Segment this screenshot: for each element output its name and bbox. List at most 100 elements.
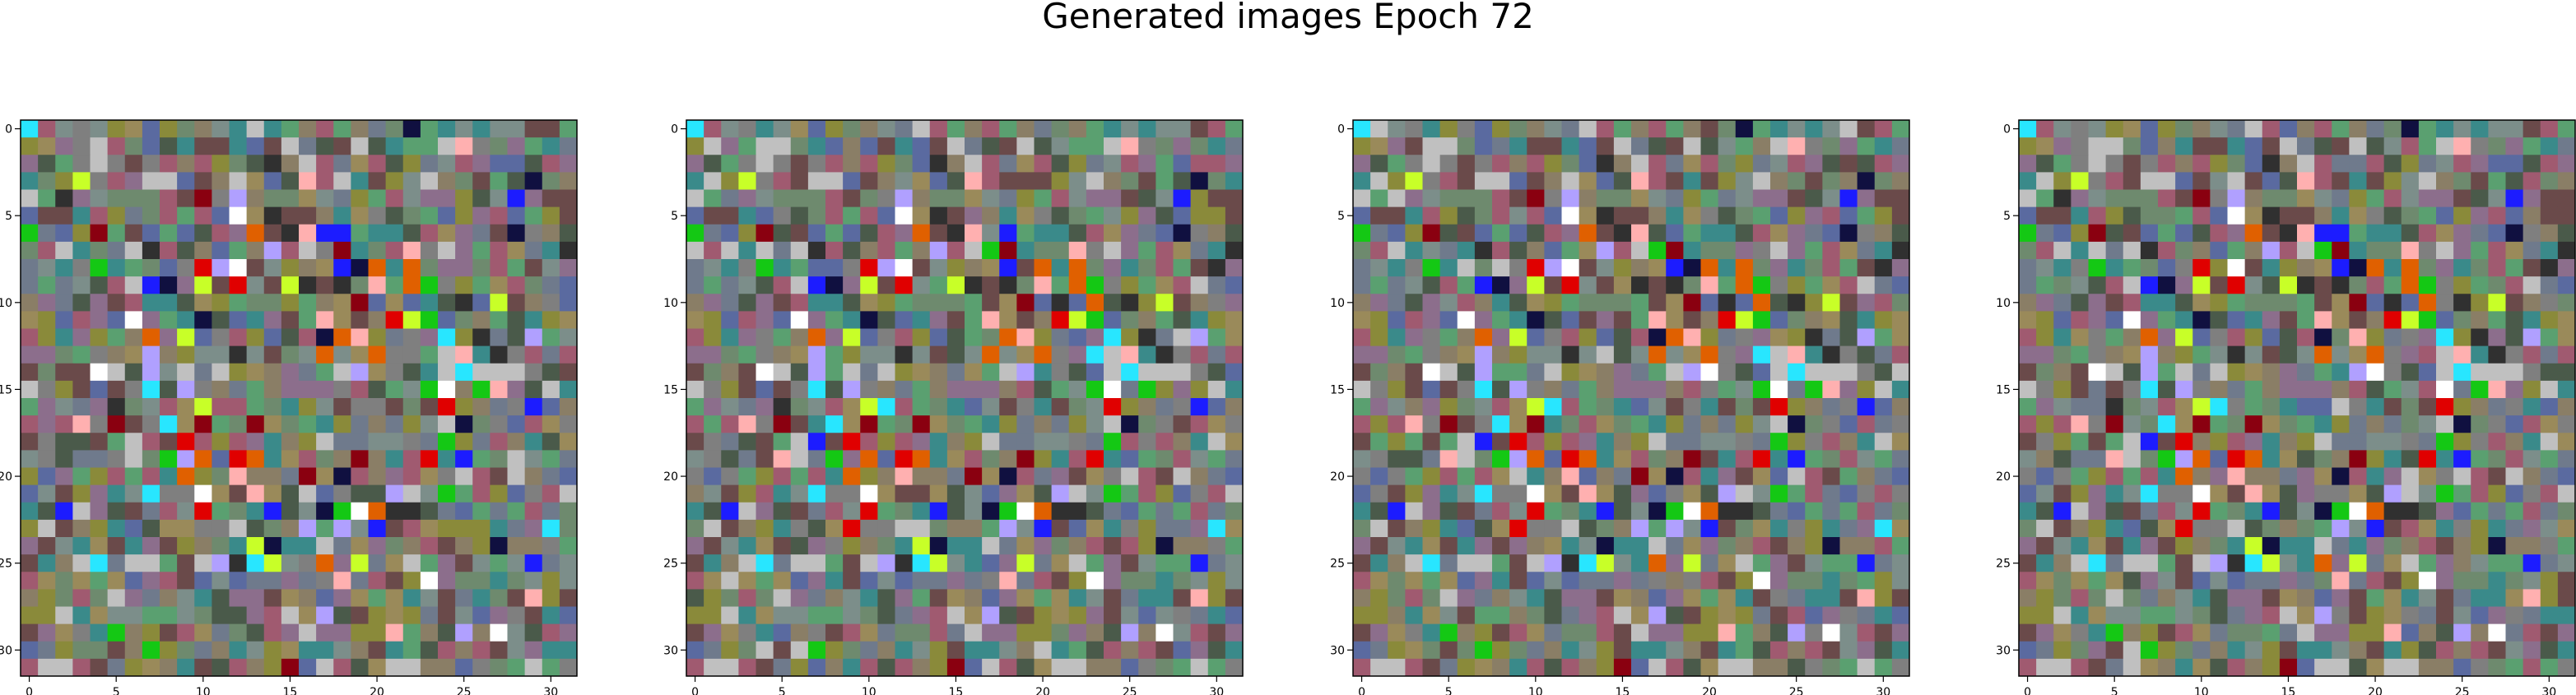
pixel <box>160 206 178 225</box>
pixel <box>229 294 248 312</box>
pixel <box>1805 589 1823 607</box>
pixel <box>1422 189 1441 208</box>
pixel <box>1016 241 1035 260</box>
pixel <box>1752 572 1771 590</box>
pixel <box>177 241 195 260</box>
pixel <box>1509 311 1527 329</box>
pixel <box>2019 398 2037 416</box>
pixel <box>2140 294 2159 312</box>
pixel <box>1353 172 1371 190</box>
pixel <box>1474 415 1493 433</box>
pixel <box>1370 606 1388 625</box>
pixel <box>1683 311 1701 329</box>
pixel <box>368 172 387 190</box>
pixel <box>704 241 722 260</box>
pixel <box>1579 554 1597 572</box>
pixel <box>2105 537 2124 555</box>
pixel <box>2192 294 2211 312</box>
pixel <box>721 328 739 347</box>
pixel <box>2314 589 2332 607</box>
pixel <box>2105 276 2124 294</box>
pixel <box>1874 537 1893 555</box>
pixel <box>1770 433 1788 451</box>
pixel <box>1648 380 1667 399</box>
pixel <box>1874 120 1893 138</box>
pixel <box>72 120 91 138</box>
pixel <box>2244 589 2263 607</box>
pixel <box>1891 189 1910 208</box>
pixel <box>351 623 369 642</box>
pixel <box>542 206 560 225</box>
pixel <box>895 606 914 625</box>
pixel <box>351 433 369 451</box>
pixel <box>1857 276 1876 294</box>
pixel <box>1353 641 1371 660</box>
pixel <box>807 502 826 521</box>
pixel <box>299 345 317 364</box>
pixel <box>790 537 809 555</box>
pixel <box>1388 502 1406 521</box>
pixel <box>912 433 931 451</box>
pixel <box>72 311 91 329</box>
pixel <box>965 224 983 243</box>
pixel <box>1561 623 1580 642</box>
pixel <box>472 363 491 382</box>
pixel <box>999 172 1017 190</box>
pixel <box>490 172 508 190</box>
x-tick-label: 20 <box>370 686 384 695</box>
pixel <box>385 502 404 521</box>
pixel <box>1474 658 1493 677</box>
pixel <box>263 189 282 208</box>
pixel <box>1121 450 1139 468</box>
pixel <box>2349 345 2367 364</box>
pixel <box>895 137 914 155</box>
pixel <box>2088 311 2107 329</box>
pixel <box>1155 224 1174 243</box>
pixel <box>2314 641 2332 660</box>
pixel <box>542 589 560 607</box>
pixel <box>2418 345 2437 364</box>
pixel <box>999 259 1017 277</box>
pixel <box>2192 502 2211 521</box>
pixel <box>1874 415 1893 433</box>
pixel <box>2418 623 2437 642</box>
pixel <box>438 537 456 555</box>
pixel <box>55 137 73 155</box>
pixel <box>1770 259 1788 277</box>
pixel <box>1891 658 1910 677</box>
pixel <box>912 554 931 572</box>
pixel <box>1207 137 1226 155</box>
pixel <box>1457 120 1476 138</box>
pixel <box>965 241 983 260</box>
pixel <box>1839 484 1858 503</box>
pixel <box>229 433 248 451</box>
pixel <box>1735 311 1754 329</box>
pixel <box>1051 120 1070 138</box>
pixel <box>542 241 560 260</box>
pixel <box>2175 294 2193 312</box>
pixel <box>2314 519 2332 538</box>
pixel <box>55 259 73 277</box>
pixel <box>756 606 774 625</box>
pixel <box>2262 467 2281 486</box>
pixel <box>1527 415 1545 433</box>
y-tick-label: 5 <box>671 210 678 223</box>
pixel <box>1422 137 1441 155</box>
pixel <box>368 120 387 138</box>
pixel <box>1874 155 1893 173</box>
pixel <box>1579 398 1597 416</box>
pixel <box>946 363 965 382</box>
pixel <box>2349 294 2367 312</box>
pixel <box>402 554 421 572</box>
pixel <box>1068 484 1087 503</box>
pixel <box>281 189 300 208</box>
pixel <box>1173 433 1192 451</box>
pixel <box>351 241 369 260</box>
pixel <box>2557 206 2576 225</box>
pixel <box>2227 467 2246 486</box>
pixel <box>2314 572 2332 590</box>
pixel <box>2314 537 2332 555</box>
pixel <box>1190 537 1209 555</box>
pixel <box>2383 172 2402 190</box>
pixel <box>1051 484 1070 503</box>
